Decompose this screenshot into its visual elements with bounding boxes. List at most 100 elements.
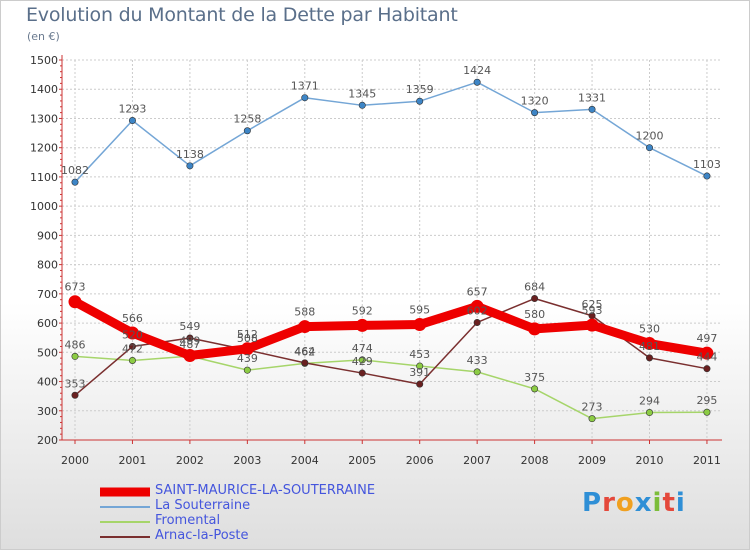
legend-label: La Souterraine — [155, 498, 251, 513]
x-tick-label: 2006 — [406, 454, 434, 467]
data-point-arnac-la-poste — [531, 295, 539, 303]
data-label-la-souterraine: 1320 — [521, 95, 549, 108]
data-label-saint-maurice-la-souterraine: 673 — [65, 281, 86, 294]
data-point-la-souterraine — [301, 94, 309, 102]
legend-swatch — [100, 487, 150, 496]
data-label-arnac-la-poste: 391 — [409, 366, 430, 379]
data-point-arnac-la-poste — [128, 342, 136, 350]
logo-letter: r — [602, 488, 616, 518]
series-line-saint-maurice-la-souterraine — [70, 297, 712, 361]
x-tick-label: 2008 — [521, 454, 549, 467]
data-point-la-souterraine — [243, 127, 251, 135]
data-label-fromental: 439 — [237, 352, 258, 365]
y-tick-label: 200 — [37, 434, 58, 447]
data-label-fromental: 294 — [639, 395, 660, 408]
data-label-saint-maurice-la-souterraine: 580 — [524, 308, 545, 321]
y-tick-label: 1300 — [30, 112, 58, 125]
data-label-fromental: 375 — [524, 371, 545, 384]
data-label-arnac-la-poste: 353 — [65, 377, 86, 390]
data-label-saint-maurice-la-souterraine: 489 — [179, 335, 200, 348]
y-tick-label: 400 — [37, 376, 58, 389]
y-tick-label: 600 — [37, 317, 58, 330]
data-label-arnac-la-poste: 429 — [352, 355, 373, 368]
data-point-saint-maurice-la-souterraine — [643, 337, 656, 351]
data-point-arnac-la-poste — [358, 369, 366, 377]
data-label-la-souterraine: 1258 — [233, 113, 261, 126]
data-label-arnac-la-poste: 444 — [696, 351, 717, 364]
data-point-saint-maurice-la-souterraine — [240, 342, 254, 356]
data-label-fromental: 273 — [582, 401, 603, 414]
data-label-arnac-la-poste: 508 — [237, 332, 258, 345]
data-label-fromental: 295 — [696, 394, 717, 407]
data-label-la-souterraine: 1293 — [118, 103, 146, 116]
data-point-saint-maurice-la-souterraine — [183, 349, 197, 363]
data-label-la-souterraine: 1082 — [61, 164, 89, 177]
x-tick-label: 2009 — [578, 454, 606, 467]
data-label-arnac-la-poste: 684 — [524, 281, 545, 294]
data-point-arnac-la-poste — [473, 318, 481, 326]
data-point-arnac-la-poste — [71, 391, 79, 399]
data-point-la-souterraine — [416, 97, 424, 105]
data-point-arnac-la-poste — [645, 354, 653, 362]
data-label-arnac-la-poste: 625 — [582, 298, 603, 311]
data-point-saint-maurice-la-souterraine — [528, 322, 542, 336]
data-label-fromental: 462 — [294, 345, 315, 358]
y-tick-label: 300 — [37, 405, 58, 418]
data-label-arnac-la-poste: 602 — [467, 304, 488, 317]
x-tick-label: 2000 — [61, 454, 89, 467]
y-tick-label: 1000 — [30, 200, 58, 213]
data-point-la-souterraine — [588, 105, 596, 113]
x-tick-label: 2002 — [176, 454, 204, 467]
data-label-la-souterraine: 1345 — [348, 87, 376, 100]
data-point-arnac-la-poste — [416, 380, 424, 388]
data-point-arnac-la-poste — [703, 365, 711, 373]
y-tick-label: 1500 — [30, 54, 58, 67]
data-label-fromental: 453 — [409, 348, 430, 361]
data-point-la-souterraine — [128, 117, 136, 125]
data-point-la-souterraine — [703, 172, 711, 180]
legend-label: Fromental — [155, 513, 221, 528]
data-label-fromental: 433 — [467, 354, 488, 367]
chart-subtitle: (en €) — [27, 30, 60, 43]
data-label-arnac-la-poste: 520 — [122, 328, 143, 341]
series-line-arnac-la-poste — [74, 297, 708, 397]
data-point-la-souterraine — [358, 101, 366, 109]
legend-label: Arnac-la-Poste — [155, 528, 249, 543]
legend-swatch — [100, 520, 150, 523]
x-tick-label: 2003 — [233, 454, 261, 467]
proxiti-logo: Proxiti — [582, 488, 686, 518]
legend-swatch — [100, 505, 150, 508]
y-tick-label: 1400 — [30, 83, 58, 96]
axes: 200 300 400 500 600 700 800 900 1000 1100 1200 1300… — [30, 54, 722, 467]
data-point-saint-maurice-la-souterraine — [355, 318, 369, 332]
data-label-la-souterraine: 1138 — [176, 148, 204, 161]
data-label-arnac-la-poste: 464 — [294, 345, 315, 358]
data-point-la-souterraine — [473, 78, 481, 86]
y-tick-label: 1100 — [30, 171, 58, 184]
logo-letter: o — [615, 488, 635, 518]
series-line-la-souterraine — [74, 81, 708, 183]
data-label-la-souterraine: 1103 — [693, 158, 721, 171]
data-label-fromental: 474 — [352, 342, 373, 355]
data-label-saint-maurice-la-souterraine: 512 — [237, 328, 258, 341]
data-point-arnac-la-poste — [301, 359, 309, 367]
x-tick-label: 2007 — [463, 454, 491, 467]
data-label-la-souterraine: 1371 — [291, 80, 319, 93]
y-tick-label: 500 — [37, 346, 58, 359]
data-point-saint-maurice-la-souterraine — [585, 318, 599, 332]
data-label-fromental: 472 — [122, 342, 143, 355]
x-tick-label: 2010 — [636, 454, 664, 467]
x-tick-label: 2004 — [291, 454, 319, 467]
x-tick-label: 2011 — [693, 454, 721, 467]
data-point-la-souterraine — [531, 109, 539, 117]
data-point-saint-maurice-la-souterraine — [700, 346, 714, 360]
data-point-saint-maurice-la-souterraine — [298, 320, 312, 334]
logo-letter: x — [634, 488, 653, 518]
y-tick-label: 700 — [37, 288, 58, 301]
logo-letter: i — [652, 488, 663, 518]
y-tick-label: 800 — [37, 259, 58, 272]
legend-swatch — [100, 535, 150, 538]
data-point-saint-maurice-la-souterraine — [68, 295, 82, 309]
